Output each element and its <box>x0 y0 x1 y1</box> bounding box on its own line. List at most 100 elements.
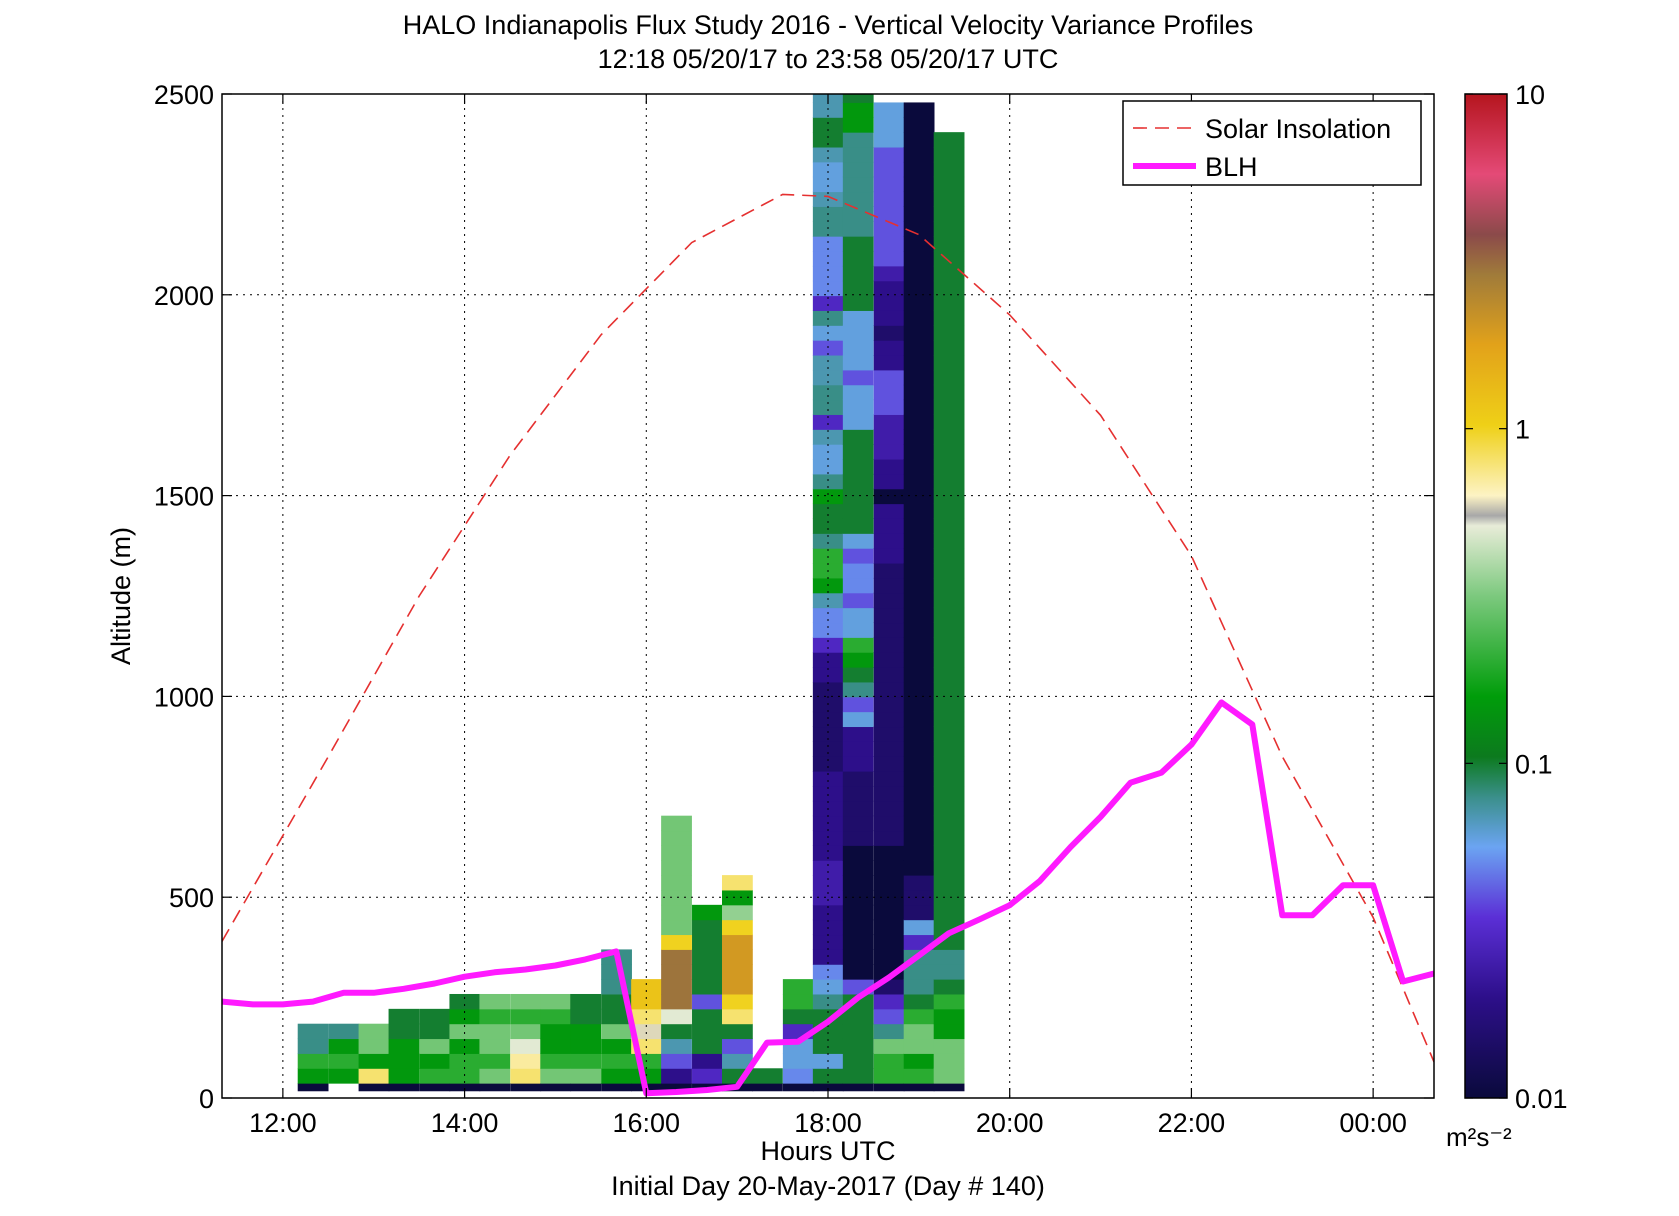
heatmap-cell <box>842 592 874 609</box>
heatmap-cell <box>812 964 844 980</box>
heatmap-cell <box>933 251 965 267</box>
heatmap-cell <box>903 726 935 742</box>
heatmap-cell <box>873 265 905 282</box>
heatmap-cell <box>933 384 965 401</box>
heatmap-cell <box>933 1023 965 1040</box>
heatmap-cell <box>842 102 874 118</box>
heatmap-cell <box>873 132 905 148</box>
heatmap-cell <box>479 1068 511 1084</box>
heatmap-cell <box>631 1008 662 1025</box>
heatmap-cell <box>297 1083 329 1092</box>
heatmap-cell <box>903 741 935 757</box>
heatmap-cell <box>903 964 935 980</box>
y-tick-label: 1500 <box>154 482 214 512</box>
heatmap-cell <box>661 949 692 965</box>
heatmap-cell <box>933 815 965 832</box>
heatmap-cell <box>842 221 874 237</box>
heatmap-cell <box>903 1083 935 1092</box>
heatmap-cell <box>873 993 905 1010</box>
heatmap-cell <box>812 875 844 891</box>
heatmap-cell <box>388 1023 420 1040</box>
heatmap-cell <box>842 206 874 222</box>
heatmap-cell <box>842 741 874 757</box>
heatmap-cell <box>631 979 662 995</box>
heatmap-cell <box>933 488 965 505</box>
heatmap-cell <box>358 1023 390 1040</box>
heatmap-cell <box>933 1038 965 1054</box>
heatmap-cell <box>661 1008 692 1025</box>
heatmap-cell <box>933 503 965 519</box>
heatmap-cell <box>479 1083 511 1092</box>
x-axis: 12:00 14:00 16:00 18:00 20:00 22:00 00:00 <box>249 94 1407 1138</box>
heatmap-cell <box>842 964 874 980</box>
heatmap-cell <box>510 1038 542 1054</box>
heatmap-cell <box>812 399 844 415</box>
x-tick-label: 20:00 <box>976 1108 1044 1138</box>
heatmap-cell <box>540 1068 572 1084</box>
heatmap-cell <box>873 652 905 668</box>
heatmap-cell <box>540 1038 572 1054</box>
heatmap-cell <box>903 384 935 401</box>
heatmap-cell <box>297 1023 329 1040</box>
heatmap-cell <box>842 369 874 386</box>
heatmap-cell <box>419 1008 451 1025</box>
heatmap-cell <box>933 176 965 193</box>
heatmap-cell <box>419 1038 451 1054</box>
heatmap-cell <box>812 355 844 371</box>
x-tick-label: 16:00 <box>613 1108 681 1138</box>
heatmap-cell <box>722 904 753 921</box>
heatmap-cell <box>842 771 874 787</box>
heatmap-cell <box>722 1008 753 1025</box>
heatmap-cell <box>873 340 905 356</box>
legend: Solar Insolation BLH <box>1122 100 1422 186</box>
heatmap-cell <box>692 979 723 995</box>
heatmap-cell <box>449 993 481 1010</box>
heatmap-cell <box>812 295 844 311</box>
heatmap-cell <box>933 577 965 594</box>
heatmap-cell <box>419 1068 451 1084</box>
heatmap-cell <box>328 1053 360 1069</box>
heatmap-cell <box>873 756 905 772</box>
heatmap-cell <box>903 414 935 430</box>
colorbar: 0.01 0.1 1 10 m²s⁻² <box>1446 80 1568 1152</box>
heatmap-cell <box>812 949 844 965</box>
heatmap-cell <box>692 1053 723 1069</box>
heatmap-cell <box>903 785 935 802</box>
heatmap-cell <box>903 830 935 846</box>
heatmap-cell <box>903 265 935 282</box>
heatmap-cell <box>570 1023 602 1040</box>
heatmap-cell <box>751 1083 783 1092</box>
heatmap-cell <box>842 860 874 876</box>
heatmap-cell <box>479 1008 511 1025</box>
heatmap-cell <box>933 548 965 564</box>
heatmap-cell <box>722 949 753 965</box>
heatmap-cell <box>933 518 965 534</box>
heatmap-cell <box>903 904 935 921</box>
heatmap-cell <box>903 191 935 207</box>
heatmap-cell <box>692 964 723 980</box>
heatmap-cell <box>842 384 874 401</box>
heatmap-cell <box>933 221 965 237</box>
heatmap-cell <box>903 399 935 415</box>
heatmap-cell <box>873 563 905 579</box>
heatmap-cell <box>903 577 935 594</box>
heatmap-cell <box>933 236 965 252</box>
heatmap-cell <box>842 1068 874 1084</box>
heatmap-cell <box>812 860 844 876</box>
heatmap-cell <box>903 548 935 564</box>
heatmap-cell <box>479 1023 511 1040</box>
y-tick-label: 1000 <box>154 682 214 712</box>
heatmap-cell <box>873 280 905 297</box>
heatmap-cell <box>933 741 965 757</box>
heatmap-cell <box>903 459 935 475</box>
heatmap-cell <box>842 161 874 178</box>
heatmap-cell <box>812 473 844 490</box>
heatmap-cell <box>842 845 874 861</box>
heatmap-cell <box>842 696 874 713</box>
heatmap-cell <box>601 1038 632 1054</box>
heatmap-cell <box>812 1083 844 1092</box>
heatmap-cell <box>812 592 844 609</box>
y-tick-label: 500 <box>169 883 214 913</box>
heatmap-cell <box>873 399 905 415</box>
x-tick-label: 00:00 <box>1339 1108 1407 1138</box>
